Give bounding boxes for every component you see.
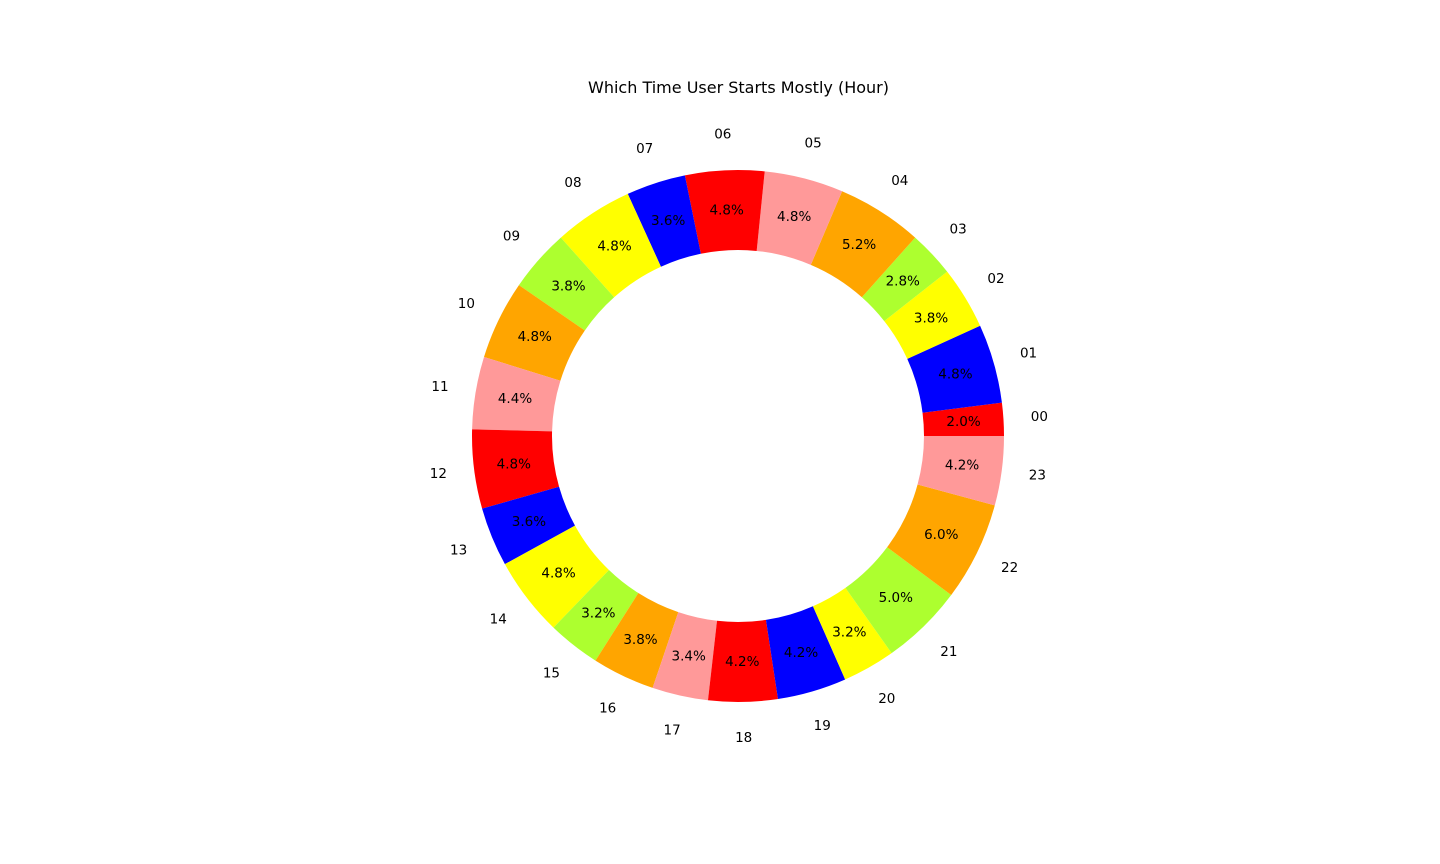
slice-02-percent-label: 3.8% [914,311,948,327]
slice-18-percent-label: 4.2% [725,654,759,670]
slice-11-label: 11 [431,379,448,395]
slice-22-percent-label: 6.0% [924,527,958,543]
slice-06 [684,170,765,254]
slice-04-label: 04 [891,173,908,189]
slice-16-label: 16 [599,700,616,716]
slice-03-label: 03 [950,221,967,237]
slice-17-label: 17 [664,723,681,739]
slice-00-percent-label: 2.0% [946,414,980,430]
slice-18-label: 18 [735,730,752,746]
slice-05-label: 05 [805,135,822,151]
slice-14 [504,525,609,628]
slice-19-label: 19 [814,718,831,734]
slice-05 [756,171,843,265]
slice-03 [861,237,948,322]
slice-10-percent-label: 4.8% [518,329,552,345]
slice-17-percent-label: 3.4% [672,649,706,665]
chart-title: Which Time User Starts Mostly (Hour) [588,78,889,97]
slice-15-percent-label: 3.2% [581,606,615,622]
slice-00 [922,402,1004,436]
slice-16 [595,593,679,688]
slice-01 [907,325,1002,413]
slice-01-label: 01 [1020,346,1037,362]
slice-21-label: 21 [940,644,957,660]
slice-11-percent-label: 4.4% [498,391,532,407]
slice-03-percent-label: 2.8% [886,273,920,289]
slice-02-label: 02 [987,271,1004,287]
label-group: 2.0% 00 4.8% 01 3.8% 02 2.8% 03 5.2% 04 4.8% 05 4.8%… [430,126,1048,746]
slice-10-label: 10 [458,296,475,312]
slice-21-percent-label: 5.0% [879,590,913,606]
slice-02 [884,271,981,359]
slice-07-label: 07 [636,141,653,157]
slice-22 [887,484,995,596]
slice-13 [482,486,576,565]
slice-20-percent-label: 3.2% [832,625,866,641]
slice-04-percent-label: 5.2% [842,237,876,253]
slice-08 [560,193,661,298]
slice-07-percent-label: 3.6% [651,213,685,229]
slice-19 [765,606,846,699]
slice-16-percent-label: 3.8% [623,632,657,648]
slice-15-label: 15 [543,665,560,681]
slice-21 [845,547,952,654]
slice-15 [553,569,639,661]
slice-09-label: 09 [503,228,520,244]
slice-08-percent-label: 4.8% [597,239,631,255]
slice-04 [810,191,916,298]
slice-23 [917,436,1004,506]
slice-06-percent-label: 4.8% [709,202,743,218]
slice-06-label: 06 [714,126,731,142]
slice-01-percent-label: 4.8% [938,366,972,382]
slice-group [472,170,1004,703]
slice-18 [707,619,778,703]
slice-17 [652,612,718,701]
slice-20-label: 20 [878,691,895,707]
slice-07 [627,175,701,267]
slice-12 [472,429,560,509]
slice-12-percent-label: 4.8% [497,456,531,472]
slice-13-label: 13 [450,543,467,559]
slice-10 [484,285,585,381]
slice-11 [472,356,561,432]
slice-23-label: 23 [1029,468,1046,484]
slice-14-percent-label: 4.8% [541,565,575,581]
slice-12-label: 12 [430,466,447,482]
slice-13-percent-label: 3.6% [512,514,546,530]
slice-00-label: 00 [1031,409,1048,425]
slice-19-percent-label: 4.2% [784,645,818,661]
slice-08-label: 08 [564,175,581,191]
slice-22-label: 22 [1001,560,1018,576]
slice-09 [518,237,615,331]
slice-14-label: 14 [490,612,507,628]
slice-20 [812,587,892,680]
slice-05-percent-label: 4.8% [777,209,811,225]
slice-23-percent-label: 4.2% [945,458,979,474]
slice-09-percent-label: 3.8% [551,279,585,295]
